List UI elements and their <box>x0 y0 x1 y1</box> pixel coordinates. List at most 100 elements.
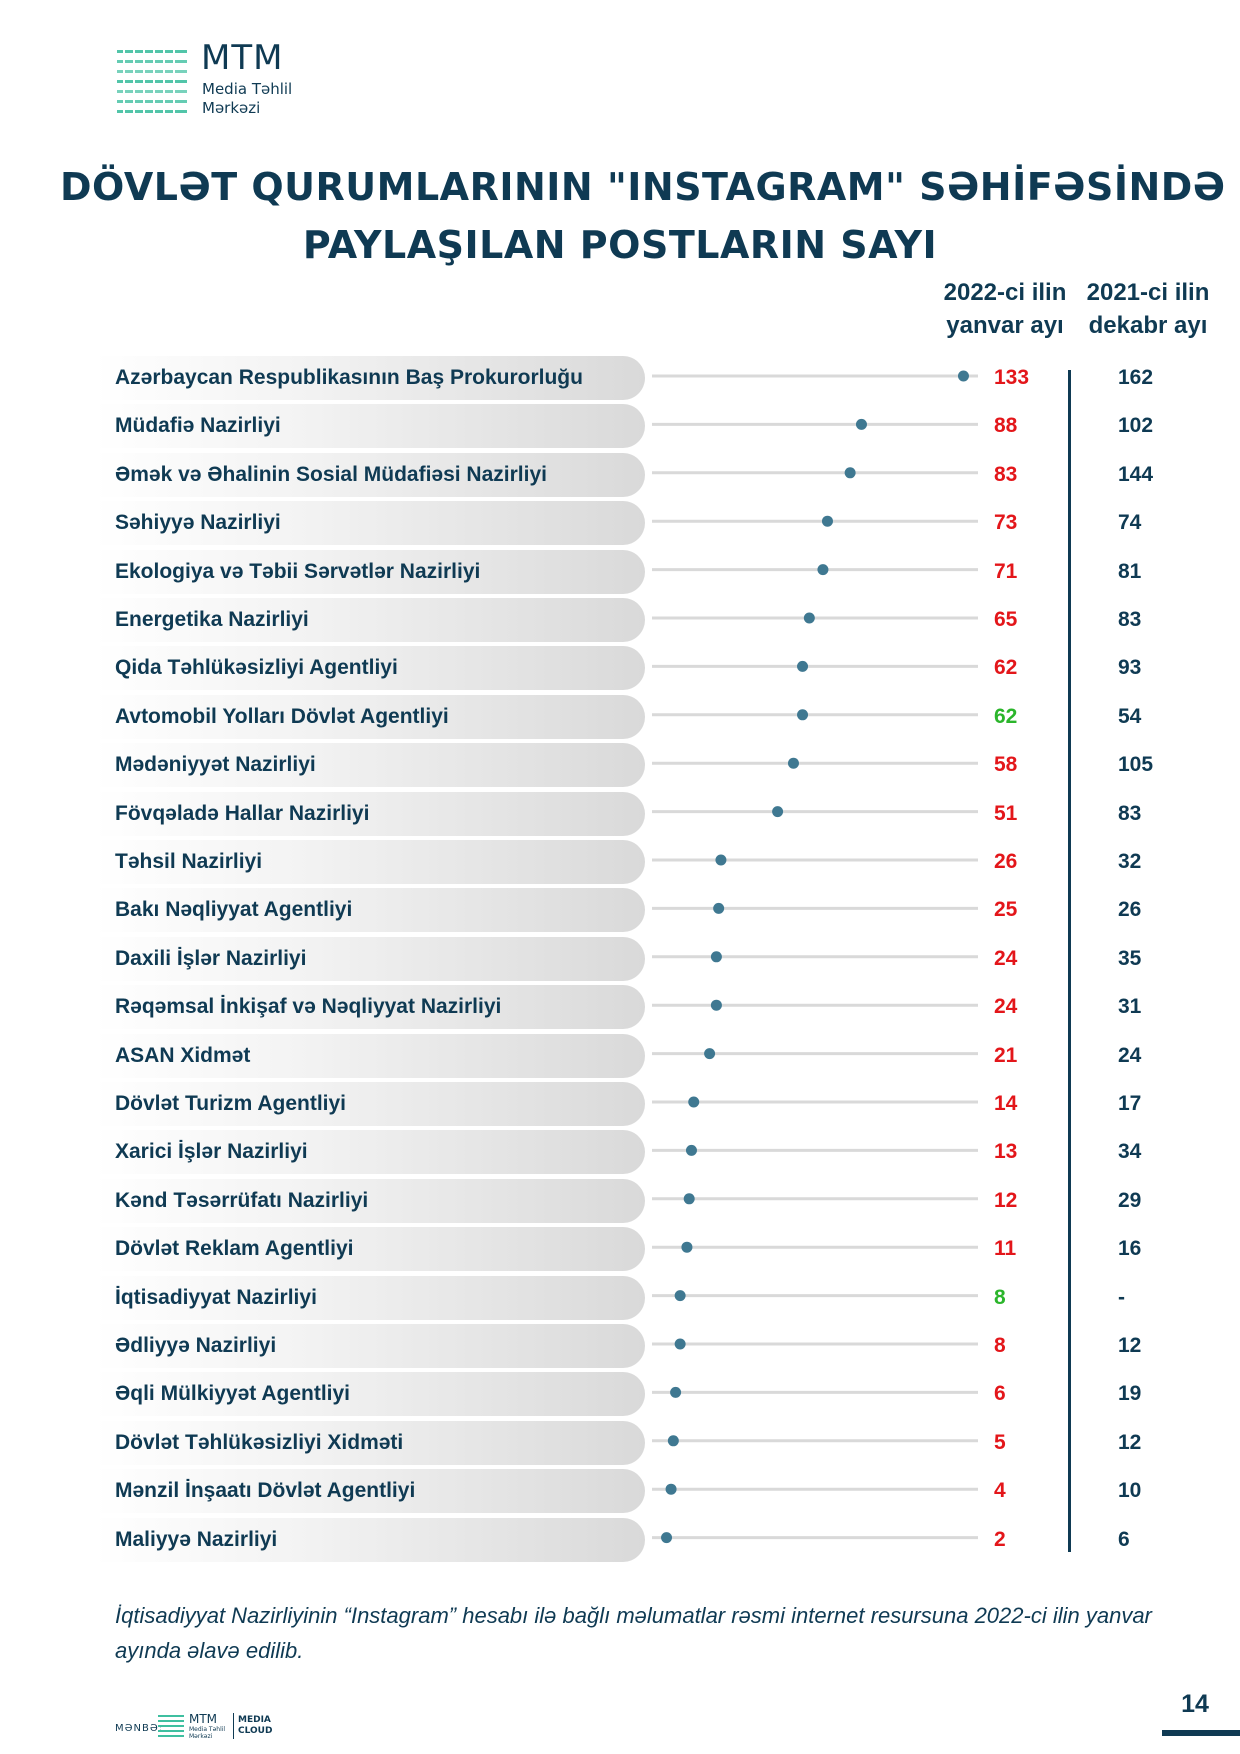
value-2021-december: 26 <box>1118 898 1142 922</box>
row-label: Rəqəmsal İnkişaf və Nəqliyyat Nazirliyi <box>115 995 502 1019</box>
value-2021-december: 32 <box>1118 850 1142 873</box>
logo-title: MTM <box>201 38 284 78</box>
chart-row: Əmək və Əhalinin Sosial Müdafiəsi Nazirl… <box>0 451 1240 499</box>
row-label-pill <box>95 1130 645 1175</box>
value-2022-january: 62 <box>994 656 1018 680</box>
row-label: Təhsil Nazirliyi <box>115 850 263 873</box>
value-2022-january: 71 <box>994 559 1018 583</box>
chart-row: Ədliyyə Nazirliyi 8 12 <box>0 1322 1240 1370</box>
chart-row: Müdafiə Nazirliyi 88 102 <box>0 402 1240 450</box>
row-label-pill <box>95 1227 645 1272</box>
chart-row: Mənzil İnşaatı Dövlət Agentliyi 4 10 <box>0 1467 1240 1515</box>
row-label: ASAN Xidmət <box>115 1043 251 1067</box>
chart-row: Rəqəmsal İnkişaf və Nəqliyyat Nazirliyi 2… <box>0 983 1240 1031</box>
chart-row: Fövqəladə Hallar Nazirliyi 51 83 <box>0 790 1240 838</box>
logo-subtitle: Media Təhlil Mərkəzi <box>202 80 292 118</box>
row-label-pill <box>95 791 645 836</box>
value-2022-january: 24 <box>994 995 1018 1019</box>
chart-row: Azərbaycan Respublikasının Baş Prokurorl… <box>0 354 1240 402</box>
row-label-pill <box>95 598 645 642</box>
source-cloud-line1: MEDIA <box>238 1715 271 1725</box>
row-label-pill <box>95 985 645 1030</box>
row-label-pill <box>95 1324 645 1368</box>
row-label: İqtisadiyyat Nazirliyi <box>115 1285 317 1309</box>
chart-row: Xarici İşlər Nazirliyi 13 34 <box>0 1128 1240 1176</box>
column-divider <box>1068 370 1071 1552</box>
row-label: Əqli Mülkiyyət Agentliyi <box>115 1382 351 1406</box>
value-2021-december: 10 <box>1118 1479 1142 1503</box>
row-label: Kənd Təsərrüfatı Nazirliyi <box>115 1188 369 1212</box>
value-2021-december: 6 <box>1118 1527 1130 1551</box>
row-label-pill <box>95 452 645 497</box>
row-label: Mədəniyyət Nazirliyi <box>115 753 316 777</box>
row-label-pill <box>95 501 645 546</box>
value-2021-december: 74 <box>1118 511 1142 535</box>
row-label-pill <box>95 549 645 594</box>
chart-row: Əqli Mülkiyyət Agentliyi 6 19 <box>0 1370 1240 1418</box>
source-cloud-line2: CLOUD <box>238 1726 273 1736</box>
value-2022-january: 26 <box>994 850 1018 873</box>
row-label-pill <box>95 1275 645 1320</box>
value-2022-january: 14 <box>994 1092 1018 1115</box>
row-label-pill <box>95 1517 645 1562</box>
value-2022-january: 83 <box>994 462 1018 486</box>
value-2022-january: 65 <box>994 608 1018 631</box>
chart-row: Kənd Təsərrüfatı Nazirliyi 12 29 <box>0 1177 1240 1225</box>
source-mtm-sub-line1: Media Təhlil <box>189 1726 226 1733</box>
value-2022-january: 12 <box>994 1188 1018 1212</box>
chart-row: Daxili İşlər Nazirliyi 24 35 <box>0 935 1240 983</box>
value-2021-december: 105 <box>1118 753 1154 777</box>
row-label-pill <box>95 646 645 691</box>
value-2022-january: 11 <box>994 1237 1017 1261</box>
page-title: DÖVLƏT QURUMLARININ "INSTAGRAM" SƏHİFƏSİ… <box>60 158 1226 274</box>
value-2022-january: 133 <box>994 366 1030 389</box>
row-label-pill <box>95 1033 645 1078</box>
value-2021-december: 93 <box>1118 656 1142 680</box>
chart-row: Ekologiya və Təbii Sərvətlər Nazirliyi 71… <box>0 548 1240 596</box>
value-2022-january: 5 <box>994 1430 1006 1454</box>
page-title-line1: DÖVLƏT QURUMLARININ "INSTAGRAM" SƏHİFƏSİ… <box>60 165 1226 209</box>
row-label: Dövlət Reklam Agentliyi <box>115 1237 354 1261</box>
value-2021-december: 17 <box>1118 1092 1142 1115</box>
column-header-2021-december: 2021-ci ilin dekabr ayı <box>1078 276 1218 342</box>
value-2022-january: 2 <box>994 1527 1006 1551</box>
value-2021-december: 24 <box>1118 1043 1142 1067</box>
value-2021-december: 16 <box>1118 1237 1142 1261</box>
row-label-pill <box>95 1082 645 1126</box>
row-label: Səhiyyə Nazirliyi <box>115 511 281 535</box>
row-label: Dövlət Turizm Agentliyi <box>115 1092 347 1115</box>
column-header-2022-line1: 2022-ci ilin <box>943 279 1067 306</box>
chart-row: Dövlət Reklam Agentliyi 11 16 <box>0 1225 1240 1273</box>
value-2021-december: 19 <box>1118 1382 1142 1406</box>
value-2021-december: 83 <box>1118 608 1142 631</box>
page-number: 14 <box>1181 1690 1209 1718</box>
value-2021-december: 162 <box>1118 366 1154 389</box>
value-2021-december: 54 <box>1118 704 1142 728</box>
value-2022-january: 51 <box>994 801 1018 825</box>
value-2021-december: 144 <box>1118 462 1154 486</box>
value-2022-january: 24 <box>994 946 1018 970</box>
value-2022-january: 4 <box>994 1479 1006 1503</box>
source-mtm-subtitle: Media Təhlil Mərkəzi <box>189 1726 225 1740</box>
row-label: Energetika Nazirliyi <box>115 608 309 631</box>
row-label-pill <box>95 840 645 884</box>
row-label: Maliyyə Nazirliyi <box>115 1527 278 1551</box>
value-2021-december: 12 <box>1118 1334 1142 1357</box>
source-separator <box>233 1713 234 1739</box>
row-label: Azərbaycan Respublikasının Baş Prokurorl… <box>115 366 583 389</box>
column-header-2021-line2: dekabr ayı <box>1088 312 1208 339</box>
logo-subtitle-line2: Mərkəzi <box>202 99 261 117</box>
chart-row: Təhsil Nazirliyi 26 32 <box>0 838 1240 886</box>
row-label: Xarici İşlər Nazirliyi <box>115 1140 308 1164</box>
page-number-underline <box>1162 1730 1240 1736</box>
row-label-pill <box>95 888 645 933</box>
value-2022-january: 6 <box>994 1382 1006 1406</box>
value-2022-january: 21 <box>994 1043 1018 1067</box>
row-label: Dövlət Təhlükəsizliyi Xidməti <box>115 1430 404 1454</box>
chart-row: Maliyyə Nazirliyi 2 6 <box>0 1516 1240 1564</box>
row-label-pill <box>95 404 645 449</box>
source-credit: MƏNBƏ: MTM Media Təhlil Mərkəzi MEDIA CL… <box>115 1712 315 1743</box>
chart-row: Avtomobil Yolları Dövlət Agentliyi 62 54 <box>0 693 1240 741</box>
logo-subtitle-line1: Media Təhlil <box>202 80 293 98</box>
row-label-pill <box>95 1178 645 1223</box>
